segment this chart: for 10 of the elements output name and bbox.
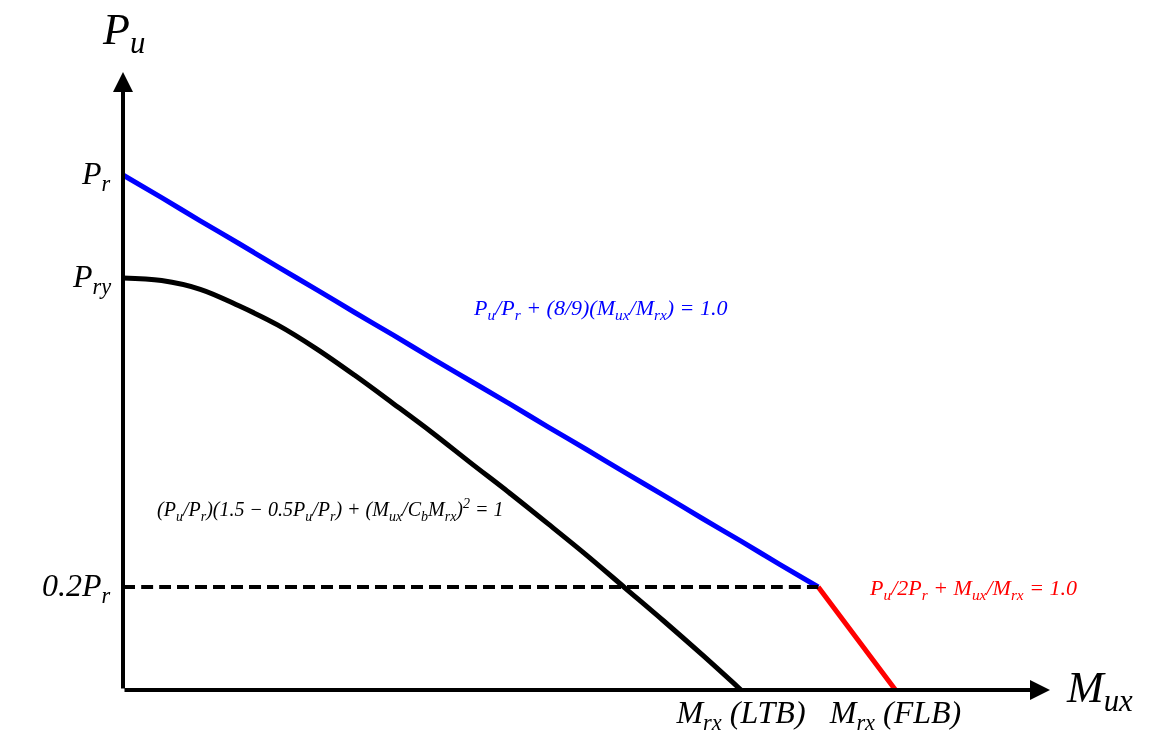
annotation: P$_{r}$ [82,155,111,196]
series-label: P$_{u}$/2P$_{r}$ + M$_{ux}$/M$_{rx}$ = 1.0 [870,575,1078,603]
x-tick-label: M$_{rx}$ (LTB) [675,694,806,735]
annotation: P$_{ry}$ [73,258,112,299]
series-label: P$_{u}$/P$_{r}$ + (8/9)(M$_{ux}$/M$_{rx}$) = 1.0 [474,295,728,323]
y-axis-title: P$_{u}$ [103,5,146,61]
x-axis-title: M$_{ux}$ [1067,663,1133,719]
annotation: 0.2P$_{r}$ [42,567,111,608]
x-tick-label: M$_{rx}$ (FLB) [828,694,962,735]
series-label: (P$_{u}$/P$_{r}$)(1.5 − 0.5P$_{u}$/P$_{r}$) + (M$_{ux}$/C$_{b}$M$_{rx}$)$^{2}$ = 1 [157,496,504,524]
